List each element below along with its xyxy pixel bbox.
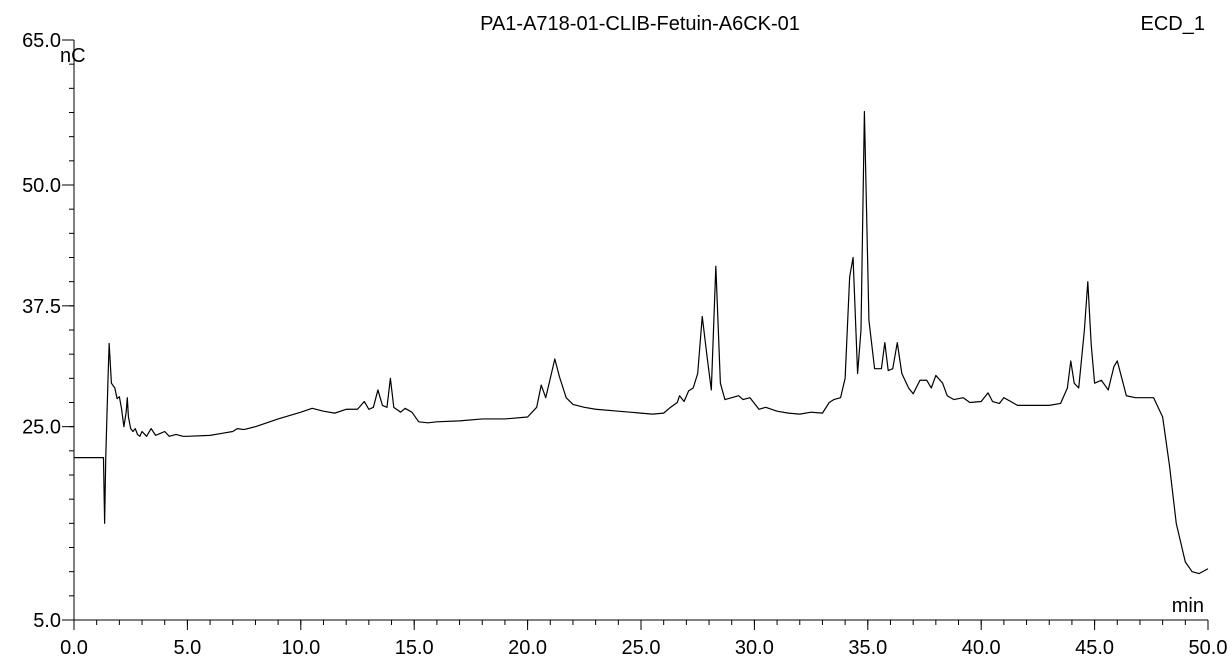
x-tick-label: 30.0 (735, 637, 774, 659)
x-tick-label: 45.0 (1075, 637, 1114, 659)
series-layer (74, 110, 1209, 575)
y-tick-label: 5.0 (33, 610, 61, 632)
x-axis-unit-label: min (1172, 595, 1204, 617)
y-axis-unit-label: nC (60, 45, 86, 67)
y-tick-label: 25.0 (22, 417, 61, 439)
y-tick-label: 37.5 (22, 296, 61, 318)
x-axis-ticks: 0.0 5.0 10.0 15.0 20.0 25.0 30.0 35.0 40.0 45.0 50… (60, 620, 1227, 659)
x-tick-label: 40.0 (962, 637, 1001, 659)
x-tick-label: 25.0 (622, 637, 661, 659)
x-tick-label: 35.0 (848, 637, 887, 659)
x-tick-label: 50.0 (1189, 637, 1228, 659)
x-tick-label: 0.0 (60, 637, 88, 659)
y-tick-label: 50.0 (22, 175, 61, 197)
y-tick-label: 65.0 (22, 30, 61, 52)
x-tick-label: 10.0 (281, 637, 320, 659)
y-axis-ticks: 5.0 25.0 37.5 50.0 65.0 (22, 30, 74, 632)
channel-label: ECD_1 (1141, 13, 1205, 35)
chart-title: PA1-A718-01-CLIB-Fetuin-A6CK-01 (480, 13, 800, 35)
x-tick-label: 5.0 (173, 637, 201, 659)
x-tick-label: 20.0 (508, 637, 547, 659)
chromatogram-trace (74, 110, 1209, 575)
x-tick-label: 15.0 (395, 637, 434, 659)
